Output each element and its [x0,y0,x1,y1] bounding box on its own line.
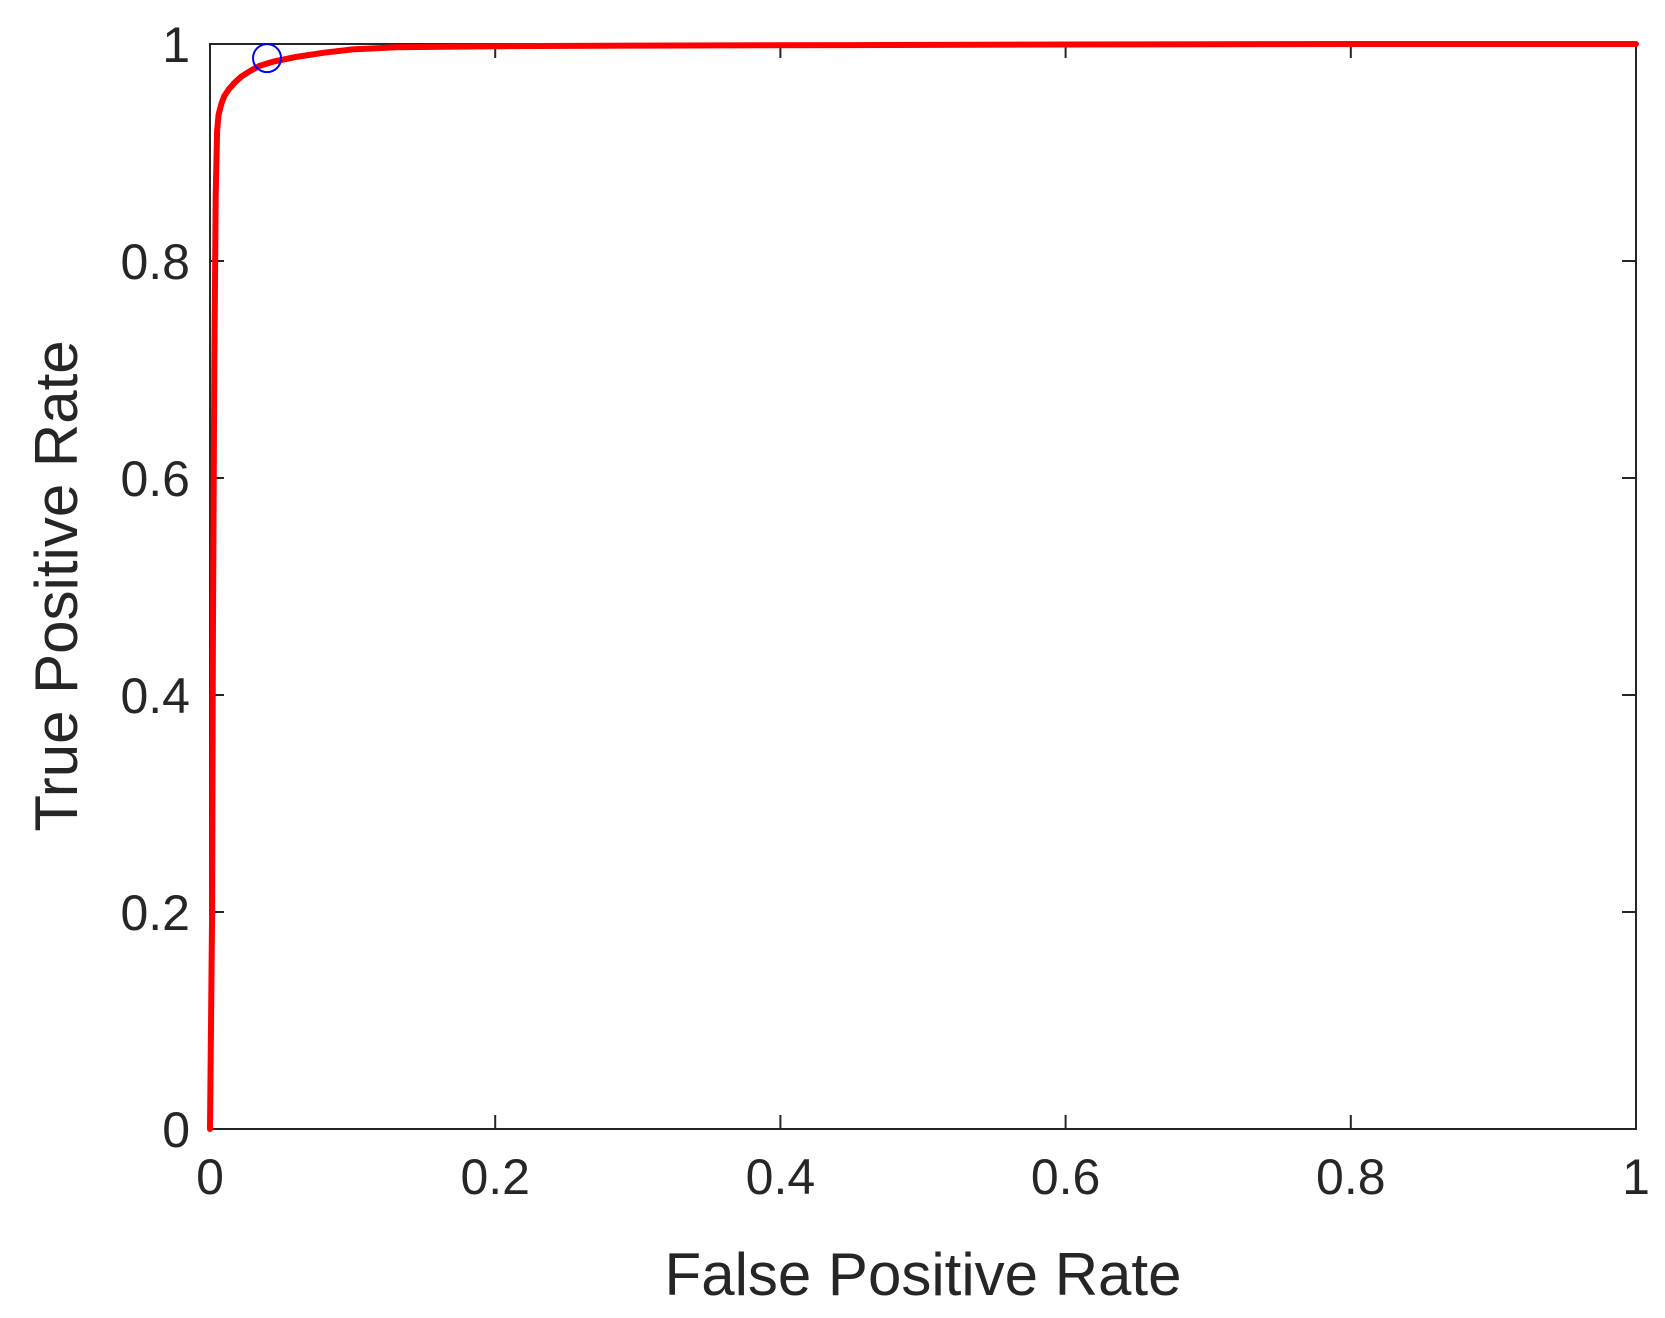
series-layer [207,41,1639,1132]
y-tick-label: 0 [162,1102,190,1158]
x-tick-label: 0 [196,1149,224,1205]
operating-point-marker [252,43,283,74]
y-tick-labels: 0 0.2 0.4 0.6 0.8 1 [120,17,190,1158]
x-tick-label: 0.4 [746,1149,816,1205]
y-tick-label: 1 [162,17,190,73]
x-tick-label: 0.2 [460,1149,530,1205]
x-tick-label: 1 [1622,1149,1650,1205]
x-tick-label: 0.6 [1031,1149,1101,1205]
x-tick-label: 0.8 [1316,1149,1386,1205]
y-tick-label: 0.2 [120,885,190,941]
x-tick-labels: 0 0.2 0.4 0.6 0.8 1 [196,1149,1650,1205]
plot-area [209,43,1637,1130]
y-tick-label: 0.8 [120,234,190,290]
marker-layer [252,43,283,74]
y-tick-label: 0.4 [120,668,190,724]
y-axis-label: True Positive Rate [23,340,90,831]
y-tick-label: 0.6 [120,451,190,507]
x-axis-label: False Positive Rate [665,1241,1182,1308]
roc-curve-line [207,41,1639,1132]
